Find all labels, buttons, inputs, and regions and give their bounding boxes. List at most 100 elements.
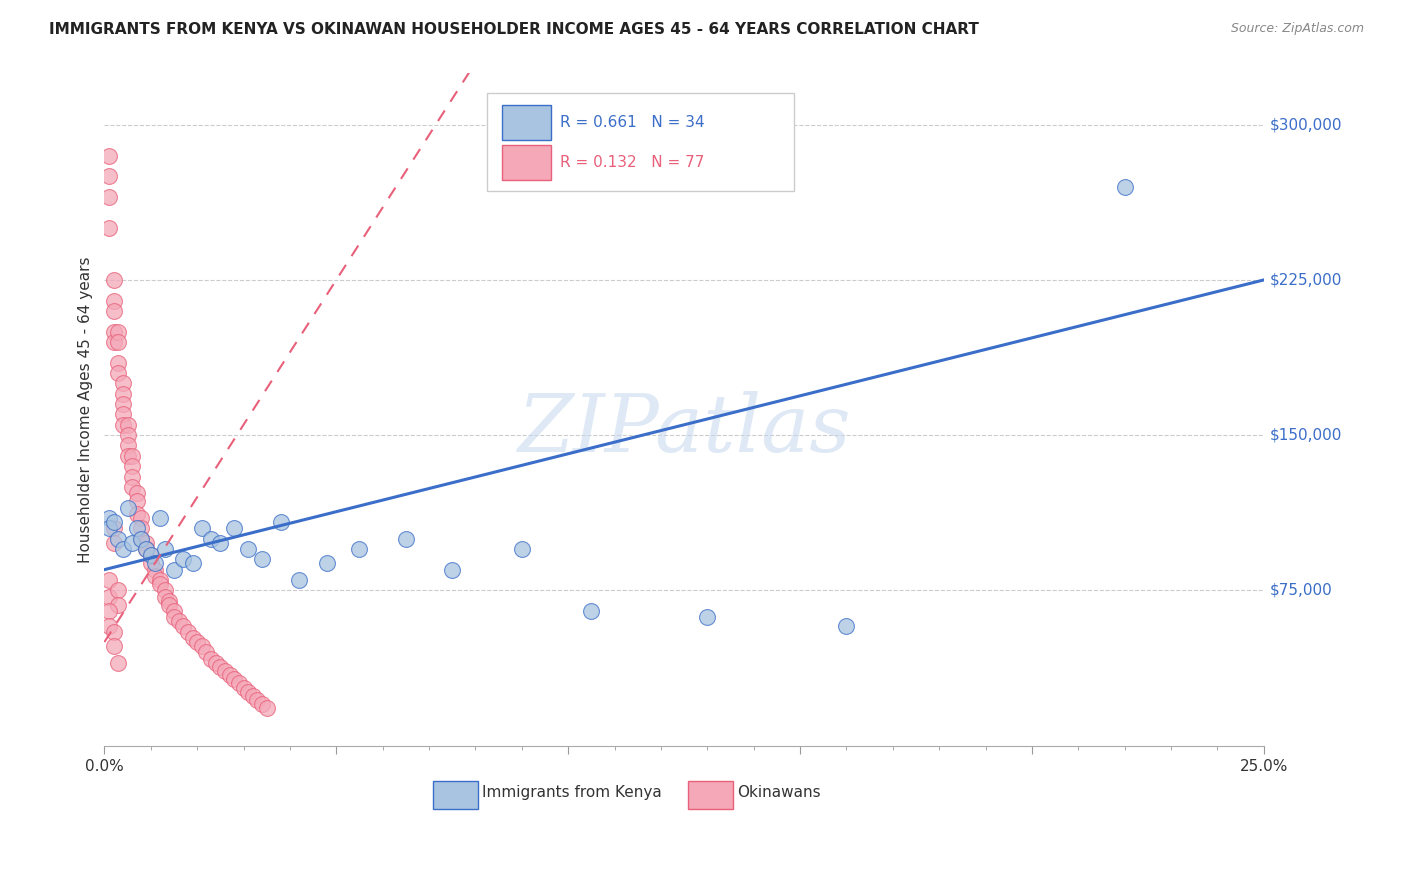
- Point: [107, 325, 129, 339]
- Point: [232, 681, 254, 695]
- Point: [103, 293, 125, 308]
- Point: [111, 376, 134, 391]
- Point: [111, 408, 134, 422]
- FancyBboxPatch shape: [433, 780, 478, 809]
- Point: [256, 701, 278, 715]
- Point: [125, 494, 148, 508]
- Point: [236, 684, 259, 698]
- Point: [145, 563, 167, 577]
- Text: $300,000: $300,000: [1270, 117, 1343, 132]
- Point: [103, 535, 125, 549]
- Text: $75,000: $75,000: [1270, 582, 1333, 598]
- Point: [117, 449, 139, 463]
- Point: [98, 190, 121, 204]
- Point: [153, 583, 176, 598]
- Point: [242, 689, 264, 703]
- Point: [103, 334, 125, 349]
- Point: [107, 532, 129, 546]
- Point: [107, 356, 129, 370]
- Point: [98, 221, 121, 235]
- Point: [441, 563, 464, 577]
- Point: [125, 521, 148, 535]
- Point: [149, 573, 172, 587]
- Point: [103, 304, 125, 318]
- Point: [172, 552, 194, 566]
- Point: [224, 673, 246, 687]
- Point: [107, 598, 129, 612]
- Point: [191, 521, 214, 535]
- Point: [107, 334, 129, 349]
- Point: [209, 660, 232, 674]
- Point: [103, 521, 125, 535]
- Point: [103, 515, 125, 529]
- Point: [181, 631, 204, 645]
- Point: [125, 486, 148, 500]
- Point: [395, 532, 418, 546]
- Point: [98, 618, 121, 632]
- Point: [835, 618, 858, 632]
- Point: [103, 273, 125, 287]
- Point: [200, 532, 222, 546]
- Text: $225,000: $225,000: [1270, 272, 1341, 287]
- Point: [172, 618, 194, 632]
- Point: [111, 417, 134, 432]
- Text: Source: ZipAtlas.com: Source: ZipAtlas.com: [1230, 22, 1364, 36]
- Point: [581, 604, 603, 618]
- Point: [163, 604, 186, 618]
- Point: [131, 511, 153, 525]
- Text: R = 0.132   N = 77: R = 0.132 N = 77: [560, 155, 704, 170]
- Point: [163, 563, 186, 577]
- Point: [98, 573, 121, 587]
- Point: [218, 668, 240, 682]
- Point: [139, 557, 162, 571]
- Point: [250, 552, 273, 566]
- Point: [125, 507, 148, 521]
- FancyBboxPatch shape: [688, 780, 733, 809]
- Point: [121, 459, 143, 474]
- Point: [250, 697, 273, 711]
- Point: [209, 535, 232, 549]
- Point: [195, 645, 218, 659]
- Point: [117, 500, 139, 515]
- Point: [103, 624, 125, 639]
- Point: [135, 541, 157, 556]
- Point: [98, 604, 121, 618]
- Point: [107, 656, 129, 670]
- Point: [236, 541, 259, 556]
- Point: [103, 639, 125, 653]
- Point: [214, 664, 236, 678]
- Point: [121, 469, 143, 483]
- Point: [228, 676, 250, 690]
- FancyBboxPatch shape: [502, 104, 551, 139]
- Point: [121, 535, 143, 549]
- Point: [107, 583, 129, 598]
- Point: [98, 169, 121, 184]
- Text: $150,000: $150,000: [1270, 427, 1341, 442]
- Point: [246, 693, 269, 707]
- Point: [139, 548, 162, 562]
- Y-axis label: Householder Income Ages 45 - 64 years: Householder Income Ages 45 - 64 years: [79, 256, 93, 563]
- Point: [98, 149, 121, 163]
- Text: Okinawans: Okinawans: [737, 785, 821, 800]
- Point: [149, 577, 172, 591]
- Point: [135, 541, 157, 556]
- Text: ZIPatlas: ZIPatlas: [517, 391, 851, 468]
- Point: [103, 325, 125, 339]
- Point: [163, 610, 186, 624]
- Point: [131, 532, 153, 546]
- Point: [157, 593, 180, 607]
- Point: [98, 511, 121, 525]
- Point: [139, 548, 162, 562]
- Point: [98, 590, 121, 604]
- Point: [145, 557, 167, 571]
- Point: [204, 656, 226, 670]
- Point: [107, 366, 129, 380]
- Point: [111, 386, 134, 401]
- Point: [510, 541, 533, 556]
- Point: [696, 610, 718, 624]
- Point: [177, 624, 200, 639]
- Point: [145, 569, 167, 583]
- Point: [153, 541, 176, 556]
- Point: [117, 417, 139, 432]
- Text: IMMIGRANTS FROM KENYA VS OKINAWAN HOUSEHOLDER INCOME AGES 45 - 64 YEARS CORRELAT: IMMIGRANTS FROM KENYA VS OKINAWAN HOUSEH…: [49, 22, 979, 37]
